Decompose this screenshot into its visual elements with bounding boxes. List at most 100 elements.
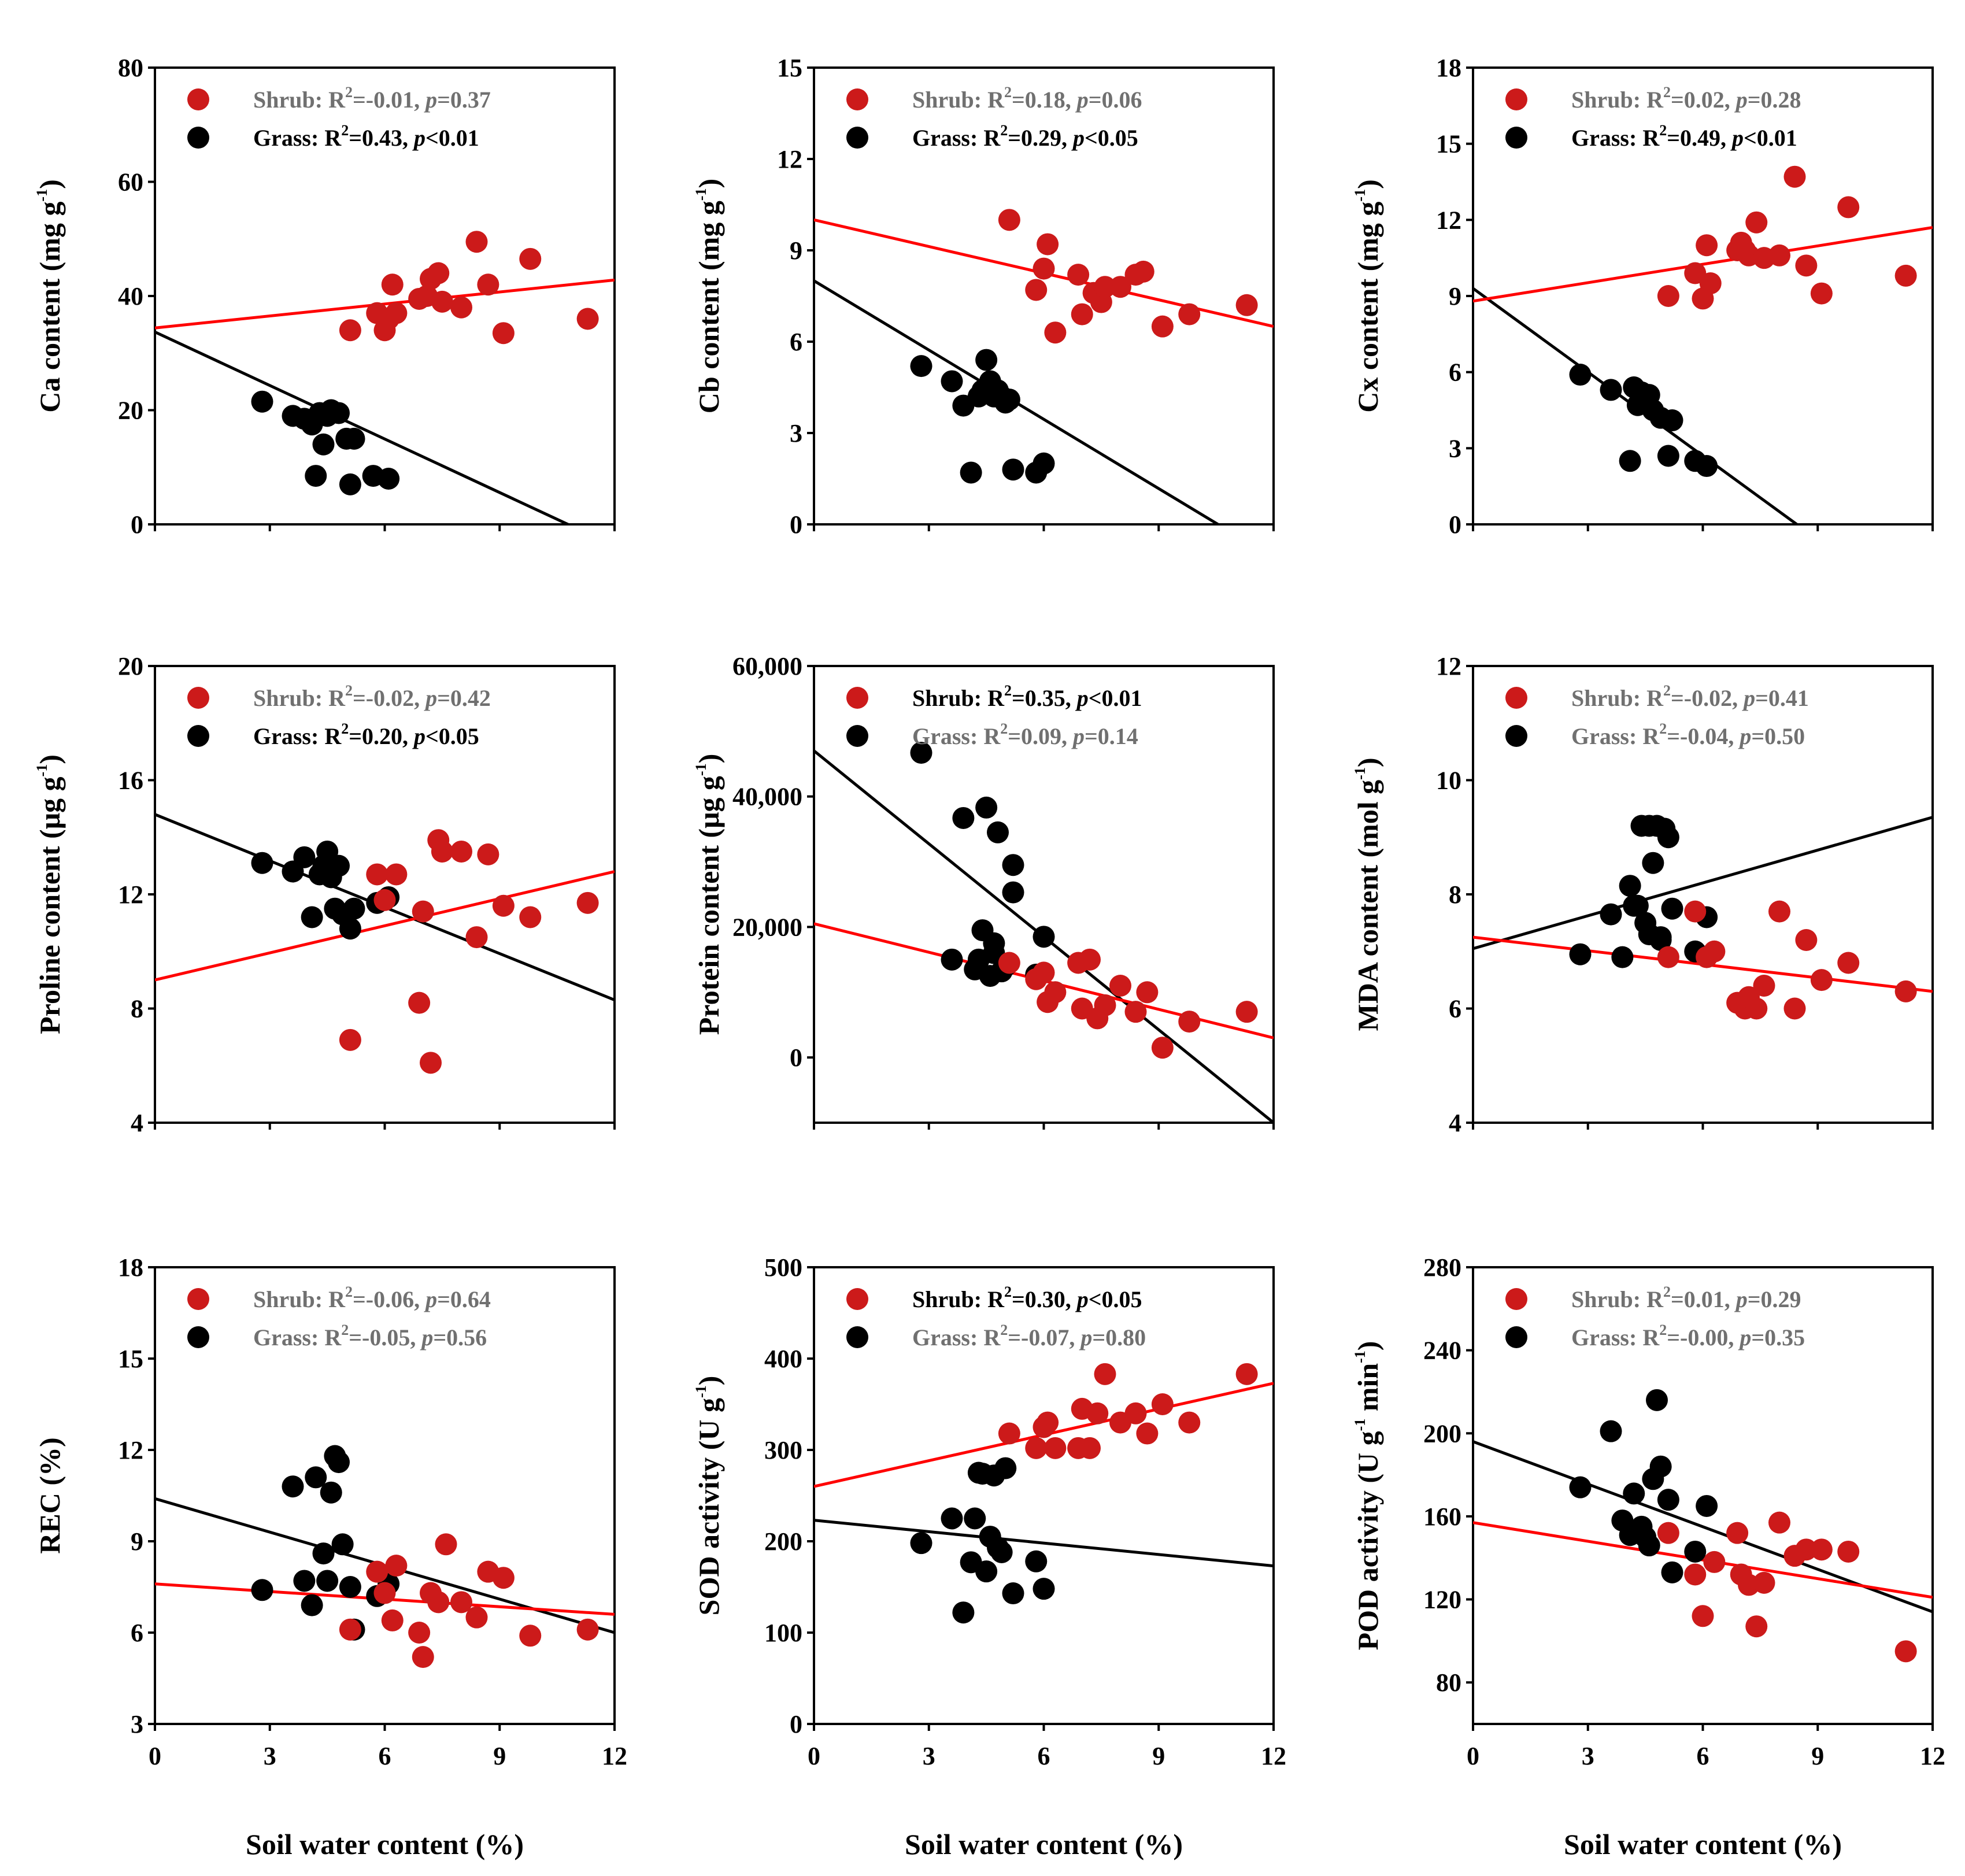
shrub-point — [1037, 1411, 1059, 1434]
shrub-point — [1894, 264, 1917, 287]
grass-regression-line — [1473, 816, 1933, 950]
grass-point — [305, 465, 327, 487]
shrub-point — [1151, 1393, 1174, 1415]
shrub-point — [385, 1555, 408, 1577]
y-tick-label: 18 — [118, 1253, 143, 1282]
shrub-point — [366, 1560, 388, 1583]
grass-point — [282, 1475, 304, 1498]
shrub-point — [381, 1609, 404, 1631]
shrub-point — [1837, 952, 1860, 974]
shrub-point — [1699, 272, 1722, 295]
x-tick-label: 6 — [1697, 1742, 1709, 1770]
points — [910, 1363, 1258, 1624]
points — [1569, 1389, 1917, 1663]
y-axis-label: POD activity (U g-1 min-1) — [1352, 1341, 1384, 1651]
grass-point — [1657, 445, 1679, 467]
panel-ca: 0 20 40 60 80 Ca content (mg g-1) Shrub: R2=-0… — [34, 54, 616, 539]
grass-point — [967, 1461, 990, 1484]
grass-point — [941, 1507, 963, 1530]
shrub-legend-text: Shrub: R2=-0.06, p=0.64 — [253, 1283, 491, 1312]
x-tick-label: 9 — [1811, 1742, 1824, 1770]
grass-point — [293, 846, 316, 868]
grass-point — [975, 1560, 998, 1583]
grass-point — [1033, 1578, 1055, 1600]
shrub-point — [1837, 1540, 1860, 1563]
y-tick-label: 16 — [118, 767, 143, 795]
grass-legend-text: Grass: R2=-0.04, p=0.50 — [1571, 720, 1805, 749]
grass-legend-marker — [187, 1326, 209, 1348]
grass-point — [1619, 450, 1641, 472]
shrub-point — [412, 900, 434, 923]
y-tick-label: 6 — [1449, 358, 1461, 387]
grass-legend-text: Grass: R2=0.43, p<0.01 — [253, 122, 479, 151]
shrub-point — [1124, 1402, 1147, 1424]
y-axis-label: REC (%) — [34, 1437, 66, 1553]
y-tick-label: 12 — [777, 145, 802, 173]
shrub-legend-text: Shrub: R2=0.02, p=0.28 — [1571, 84, 1801, 113]
shrub-legend-text: Shrub: R2=-0.01, p=0.37 — [253, 84, 491, 113]
shrub-point — [1044, 321, 1067, 344]
shrub-point — [1703, 1551, 1726, 1573]
grass-point — [1649, 929, 1672, 951]
y-tick-label: 400 — [764, 1345, 802, 1373]
y-axis-label: SOD activity (U g-1) — [693, 1376, 725, 1616]
grass-point — [910, 1532, 932, 1555]
grass-point — [1634, 391, 1657, 414]
shrub-point — [412, 1646, 434, 1668]
shrub-point — [519, 1625, 542, 1647]
shrub-point — [1067, 264, 1090, 286]
shrub-point — [1894, 1640, 1917, 1663]
points — [910, 742, 1258, 1059]
shrub-regression-line — [1473, 1521, 1933, 1599]
y-tick-label: 40 — [118, 282, 143, 310]
grass-point — [308, 402, 331, 424]
grass-point — [1600, 379, 1622, 401]
grass-point — [1661, 897, 1683, 920]
shrub-point — [431, 290, 453, 313]
x-tick-label: 12 — [602, 1742, 627, 1770]
x-tick-label: 6 — [1038, 1742, 1050, 1770]
grass-point — [952, 806, 975, 829]
y-tick-label: 3 — [131, 1710, 143, 1738]
points — [251, 231, 599, 495]
shrub-point — [1657, 1522, 1679, 1544]
y-axis-label: Ca content (mg g-1) — [34, 179, 66, 413]
y-tick-label: 15 — [777, 54, 802, 82]
grass-point — [301, 906, 323, 928]
y-tick-label: 12 — [1436, 652, 1461, 680]
grass-point — [1646, 1389, 1668, 1411]
y-tick-label: 8 — [1449, 880, 1461, 909]
grass-point — [1002, 881, 1024, 904]
x-tick-label: 0 — [149, 1742, 161, 1770]
shrub-point — [408, 991, 431, 1014]
panel-pod: 80 120 160 200 240 280 0 3 6 9 12 POD activity (U g… — [1352, 1253, 1945, 1860]
shrub-point — [385, 302, 408, 324]
y-tick-label: 9 — [790, 236, 802, 265]
shrub-point — [1094, 994, 1116, 1016]
shrub-point — [1795, 254, 1818, 277]
shrub-point — [450, 296, 472, 319]
x-axis-label: Soil water content (%) — [1564, 1828, 1842, 1860]
grass-legend-text: Grass: R2=-0.07, p=0.80 — [912, 1322, 1146, 1350]
grass-legend-marker — [846, 127, 868, 149]
y-tick-label: 12 — [118, 880, 143, 909]
y-tick-label: 60,000 — [732, 652, 802, 680]
shrub-point — [465, 231, 488, 253]
shrub-point — [1657, 946, 1679, 968]
shrub-point — [381, 273, 404, 296]
grass-legend-marker — [187, 725, 209, 747]
shrub-point — [1132, 260, 1154, 283]
x-tick-label: 6 — [379, 1742, 391, 1770]
shrub-point — [1783, 997, 1806, 1020]
y-tick-label: 200 — [764, 1527, 802, 1556]
shrub-point — [385, 863, 408, 886]
shrub-point — [1894, 980, 1917, 1002]
shrub-point — [1044, 981, 1067, 1004]
shrub-point — [427, 1591, 450, 1614]
shrub-point — [477, 843, 499, 865]
grass-point — [1002, 854, 1024, 876]
grass-legend-text: Grass: R2=-0.00, p=0.35 — [1571, 1322, 1805, 1350]
shrub-point — [420, 1052, 442, 1074]
shrub-point — [1745, 1615, 1768, 1638]
shrub-legend-text: Shrub: R2=0.30, p<0.05 — [912, 1283, 1142, 1312]
